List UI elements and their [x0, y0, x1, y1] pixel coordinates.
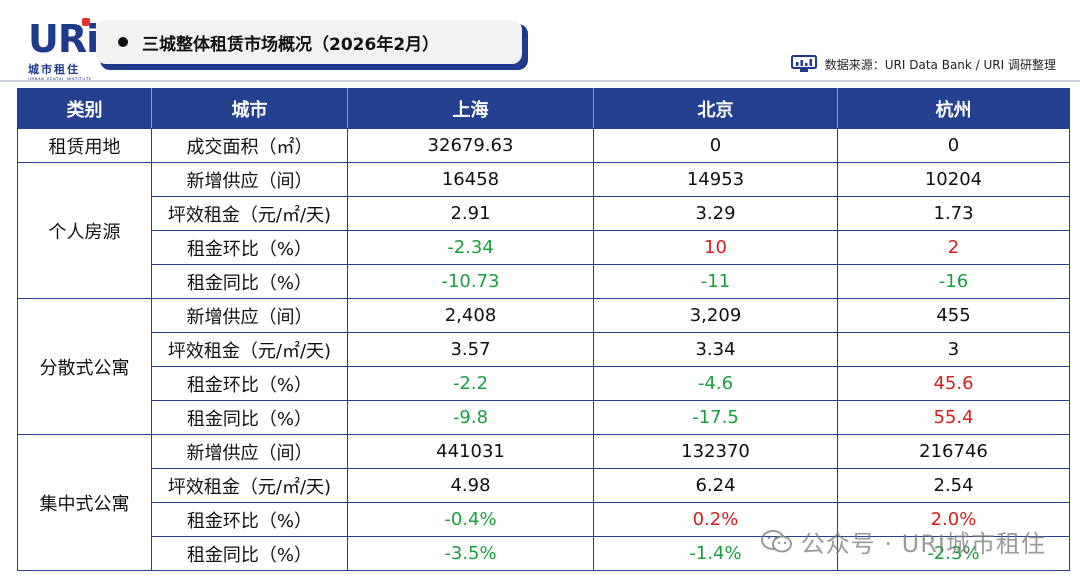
metric-cell: 租金环比（%）	[151, 366, 348, 401]
value-cell: 16458	[347, 162, 594, 197]
table-row: 租赁用地 成交面积（㎡） 32679.63 0 0	[17, 128, 1070, 163]
wechat-icon	[760, 529, 792, 552]
table-header-row: 类别 城市 上海 北京 杭州	[17, 88, 1070, 129]
table-row: 坪效租金（元/㎡/天) 4.98 6.24 2.54	[18, 468, 1070, 503]
table-row: 集中式公寓 新增供应（间） 441031 132370 216746	[17, 434, 1070, 571]
table-row: 坪效租金（元/㎡/天) 3.57 3.34 3	[18, 332, 1070, 367]
metric-cell: 租金同比（%）	[151, 400, 348, 435]
metric-cell: 租金同比（%）	[151, 536, 348, 571]
title-box: 三城整体租赁市场概况（2026年2月）	[96, 20, 522, 64]
value-cell: 0	[837, 128, 1070, 163]
header-divider	[0, 80, 1080, 82]
value-cell: -10.73	[347, 264, 594, 299]
value-cell: 3.34	[593, 332, 838, 367]
table-row: 分散式公寓 新增供应（间） 2,408 3,209 455	[17, 298, 1070, 435]
category-cell: 个人房源	[17, 162, 152, 299]
watermark-text: 公众号 · URI城市租住	[800, 530, 1046, 558]
value-cell: 4.98	[347, 468, 594, 503]
value-cell: -4.6	[593, 366, 838, 401]
category-cell: 集中式公寓	[17, 434, 152, 571]
value-cell: -2.2	[347, 366, 594, 401]
table-row: 租金同比（%） -3.5% -1.4% -2.3%	[18, 536, 1070, 571]
value-cell: 132370	[593, 434, 838, 469]
value-cell: 55.4	[837, 400, 1070, 435]
table-row: 坪效租金（元/㎡/天) 2.91 3.29 1.73	[18, 196, 1070, 231]
value-cell: -9.8	[347, 400, 594, 435]
value-cell: 14953	[593, 162, 838, 197]
table-row: 租金环比（%） -2.2 -4.6 45.6	[18, 366, 1070, 401]
metric-cell: 坪效租金（元/㎡/天)	[151, 332, 348, 367]
metric-cell: 租金环比（%）	[151, 502, 348, 537]
value-cell: 45.6	[837, 366, 1070, 401]
value-cell: 2	[837, 230, 1070, 265]
value-cell: -2.34	[347, 230, 594, 265]
metric-cell: 坪效租金（元/㎡/天)	[151, 196, 348, 231]
value-cell: 441031	[347, 434, 594, 469]
value-cell: -11	[593, 264, 838, 299]
value-cell: 1.73	[837, 196, 1070, 231]
value-cell: 0.2%	[593, 502, 838, 537]
value-cell: 10204	[837, 162, 1070, 197]
metric-cell: 租金环比（%）	[151, 230, 348, 265]
data-source: 数据来源：URI Data Bank / URI 调研整理	[790, 55, 1056, 73]
table-row: 租金环比（%） -2.34 10 2	[18, 230, 1070, 265]
metric-cell: 新增供应（间）	[151, 298, 348, 333]
value-cell: 32679.63	[347, 128, 594, 163]
value-cell: -3.5%	[347, 536, 594, 571]
logo-wordmark: URi	[28, 17, 99, 61]
value-cell: 2.0%	[837, 502, 1070, 537]
monitor-chart-icon	[790, 55, 817, 72]
value-cell: -17.5	[593, 400, 838, 435]
category-cell: 租赁用地	[17, 128, 152, 163]
header-hangzhou: 杭州	[837, 88, 1070, 129]
metric-cell: 坪效租金（元/㎡/天)	[151, 468, 348, 503]
value-cell: 2,408	[347, 298, 594, 333]
value-cell: 6.24	[593, 468, 838, 503]
header-category: 类别	[17, 88, 152, 129]
source-text: 数据来源：URI Data Bank / URI 调研整理	[824, 57, 1056, 72]
uri-logo: URi 城市租住 URBAN RENTAL INSTITUTE	[28, 17, 99, 82]
value-cell: -1.4%	[593, 536, 838, 571]
value-cell: 3,209	[593, 298, 838, 333]
value-cell: 455	[837, 298, 1070, 333]
metric-cell: 新增供应（间）	[151, 162, 348, 197]
table-row: 个人房源 新增供应（间） 16458 14953 10204	[17, 162, 1070, 299]
value-cell: 0	[593, 128, 838, 163]
logo-dot	[82, 18, 90, 26]
logo-cn-name: 城市租住	[28, 63, 80, 76]
metric-cell: 租金同比（%）	[151, 264, 348, 299]
value-cell: 3.57	[347, 332, 594, 367]
header-beijing: 北京	[593, 88, 838, 129]
logo-en-name: URBAN RENTAL INSTITUTE	[28, 77, 98, 82]
table-row: 租金环比（%） -0.4% 0.2% 2.0%	[18, 502, 1070, 537]
value-cell: 10	[593, 230, 838, 265]
bullet-dot-icon	[118, 37, 128, 47]
category-cell: 分散式公寓	[17, 298, 152, 435]
metric-cell: 成交面积（㎡）	[151, 128, 348, 163]
value-cell: 2.54	[837, 468, 1070, 503]
value-cell: 2.91	[347, 196, 594, 231]
value-cell: 3.29	[593, 196, 838, 231]
wechat-watermark: 公众号 · URI城市租住	[760, 524, 1046, 559]
header-metric: 城市	[151, 88, 348, 129]
rental-market-table: 类别 城市 上海 北京 杭州 租赁用地 成交面积（㎡） 32679.63 0 0 个人房源…	[17, 88, 1070, 571]
metric-cell: 新增供应（间）	[151, 434, 348, 469]
table-row: 租金同比（%） -9.8 -17.5 55.4	[18, 400, 1070, 435]
value-cell: 3	[837, 332, 1070, 367]
value-cell: -2.3%	[837, 536, 1070, 571]
table-row: 租金同比（%） -10.73 -11 -16	[18, 264, 1070, 299]
value-cell: 216746	[837, 434, 1070, 469]
value-cell: -16	[837, 264, 1070, 299]
page-title: 三城整体租赁市场概况（2026年2月）	[142, 34, 440, 55]
value-cell: -0.4%	[347, 502, 594, 537]
header-shanghai: 上海	[347, 88, 594, 129]
